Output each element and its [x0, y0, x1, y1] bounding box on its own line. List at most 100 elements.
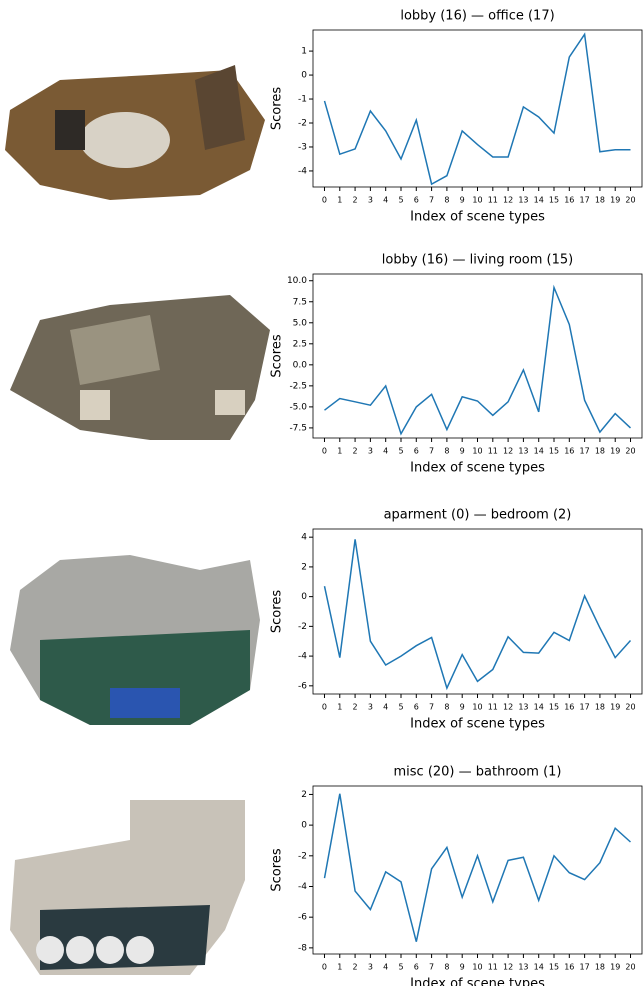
x-tick-label: 16 — [564, 447, 574, 456]
y-axis-label: Scores — [270, 590, 285, 633]
x-tick-label: 12 — [503, 963, 513, 972]
y-tick-label: 4 — [301, 533, 307, 543]
x-tick-label: 0 — [322, 703, 327, 712]
scene-image — [5, 65, 265, 200]
x-axis-label: Index of scene types — [410, 461, 545, 476]
y-tick-label: 7.5 — [293, 297, 307, 307]
x-tick-label: 4 — [383, 447, 388, 456]
x-tick-label: 15 — [549, 447, 559, 456]
data-line — [323, 793, 632, 942]
x-tick-label: 9 — [460, 703, 465, 712]
scene-image — [10, 555, 260, 725]
y-tick-label: 0.0 — [293, 360, 308, 370]
x-tick-label: 19 — [610, 703, 620, 712]
x-tick-label: 15 — [549, 196, 559, 205]
x-axis-label: Index of scene types — [410, 210, 545, 225]
x-tick-label: 18 — [595, 196, 605, 205]
x-tick-label: 3 — [368, 703, 373, 712]
x-tick-label: 18 — [595, 703, 605, 712]
chart-title: lobby (16) — living room (15) — [382, 253, 573, 268]
y-tick-label: -2.5 — [289, 381, 307, 391]
x-tick-label: 1 — [337, 447, 342, 456]
x-tick-label: 14 — [534, 196, 544, 205]
x-tick-label: 2 — [353, 703, 358, 712]
x-axis-label: Index of scene types — [410, 977, 545, 987]
x-tick-label: 8 — [444, 196, 449, 205]
y-tick-label: -6 — [298, 681, 307, 691]
x-tick-label: 7 — [429, 963, 434, 972]
x-tick-label: 20 — [625, 963, 635, 972]
x-tick-label: 9 — [460, 447, 465, 456]
x-tick-label: 7 — [429, 447, 434, 456]
plot-frame — [312, 528, 643, 695]
x-tick-label: 17 — [580, 196, 590, 205]
y-tick-label: -2 — [298, 851, 307, 861]
data-line — [324, 284, 632, 436]
y-tick-label: 2 — [301, 562, 307, 572]
y-tick-label: -5.0 — [289, 402, 307, 412]
x-tick-label: 13 — [518, 703, 528, 712]
x-tick-label: 12 — [503, 196, 513, 205]
x-tick-label: 3 — [368, 447, 373, 456]
y-axis-label: Scores — [270, 848, 285, 891]
y-tick-label: -2 — [298, 622, 307, 632]
x-tick-label: 16 — [564, 963, 574, 972]
x-tick-label: 11 — [488, 703, 498, 712]
x-tick-label: 0 — [322, 963, 327, 972]
x-tick-label: 8 — [444, 963, 449, 972]
x-tick-label: 16 — [564, 196, 574, 205]
x-tick-label: 11 — [488, 447, 498, 456]
x-tick-label: 19 — [610, 963, 620, 972]
x-tick-label: 5 — [398, 963, 403, 972]
x-tick-label: 5 — [398, 447, 403, 456]
x-tick-label: 13 — [518, 447, 528, 456]
chart-title: aparment (0) — bedroom (2) — [384, 508, 572, 523]
x-tick-label: 19 — [610, 196, 620, 205]
x-tick-label: 4 — [383, 196, 388, 205]
chart-title: lobby (16) — office (17) — [400, 9, 554, 24]
x-tick-label: 10 — [472, 963, 482, 972]
x-tick-label: 20 — [625, 196, 635, 205]
x-tick-label: 10 — [472, 196, 482, 205]
x-tick-label: 13 — [518, 196, 528, 205]
y-tick-label: -4 — [298, 882, 307, 892]
x-tick-label: 2 — [353, 447, 358, 456]
y-tick-label: 0 — [301, 821, 307, 831]
x-tick-label: 11 — [488, 196, 498, 205]
y-tick-label: -6 — [298, 913, 307, 923]
data-line — [323, 32, 631, 186]
plot-frame — [312, 273, 643, 439]
x-tick-label: 7 — [429, 196, 434, 205]
x-tick-label: 5 — [398, 196, 403, 205]
x-tick-label: 1 — [337, 703, 342, 712]
y-axis-label: Scores — [270, 334, 285, 377]
x-tick-label: 10 — [472, 447, 482, 456]
y-tick-label: 0 — [301, 71, 307, 81]
x-tick-label: 9 — [460, 963, 465, 972]
x-tick-label: 6 — [414, 963, 419, 972]
x-tick-label: 6 — [414, 196, 419, 205]
x-tick-label: 8 — [444, 447, 449, 456]
x-tick-label: 15 — [549, 963, 559, 972]
x-tick-label: 20 — [625, 447, 635, 456]
x-tick-label: 20 — [625, 703, 635, 712]
y-tick-label: 0 — [301, 592, 307, 602]
x-tick-label: 4 — [383, 703, 388, 712]
y-tick-label: -8 — [298, 943, 307, 953]
x-tick-label: 7 — [429, 703, 434, 712]
y-tick-label: 10.0 — [287, 276, 307, 286]
x-tick-label: 6 — [414, 447, 419, 456]
y-tick-label: 2 — [301, 790, 307, 800]
y-tick-label: -7.5 — [289, 423, 307, 433]
x-tick-label: 16 — [564, 703, 574, 712]
scene-image — [10, 295, 270, 440]
x-tick-label: 17 — [580, 447, 590, 456]
x-tick-label: 12 — [503, 703, 513, 712]
x-tick-label: 1 — [337, 196, 342, 205]
chart-title: misc (20) — bathroom (1) — [393, 765, 561, 780]
y-tick-label: 5.0 — [293, 318, 308, 328]
x-tick-label: 10 — [472, 703, 482, 712]
x-tick-label: 0 — [322, 447, 327, 456]
y-tick-label: -4 — [298, 166, 307, 176]
